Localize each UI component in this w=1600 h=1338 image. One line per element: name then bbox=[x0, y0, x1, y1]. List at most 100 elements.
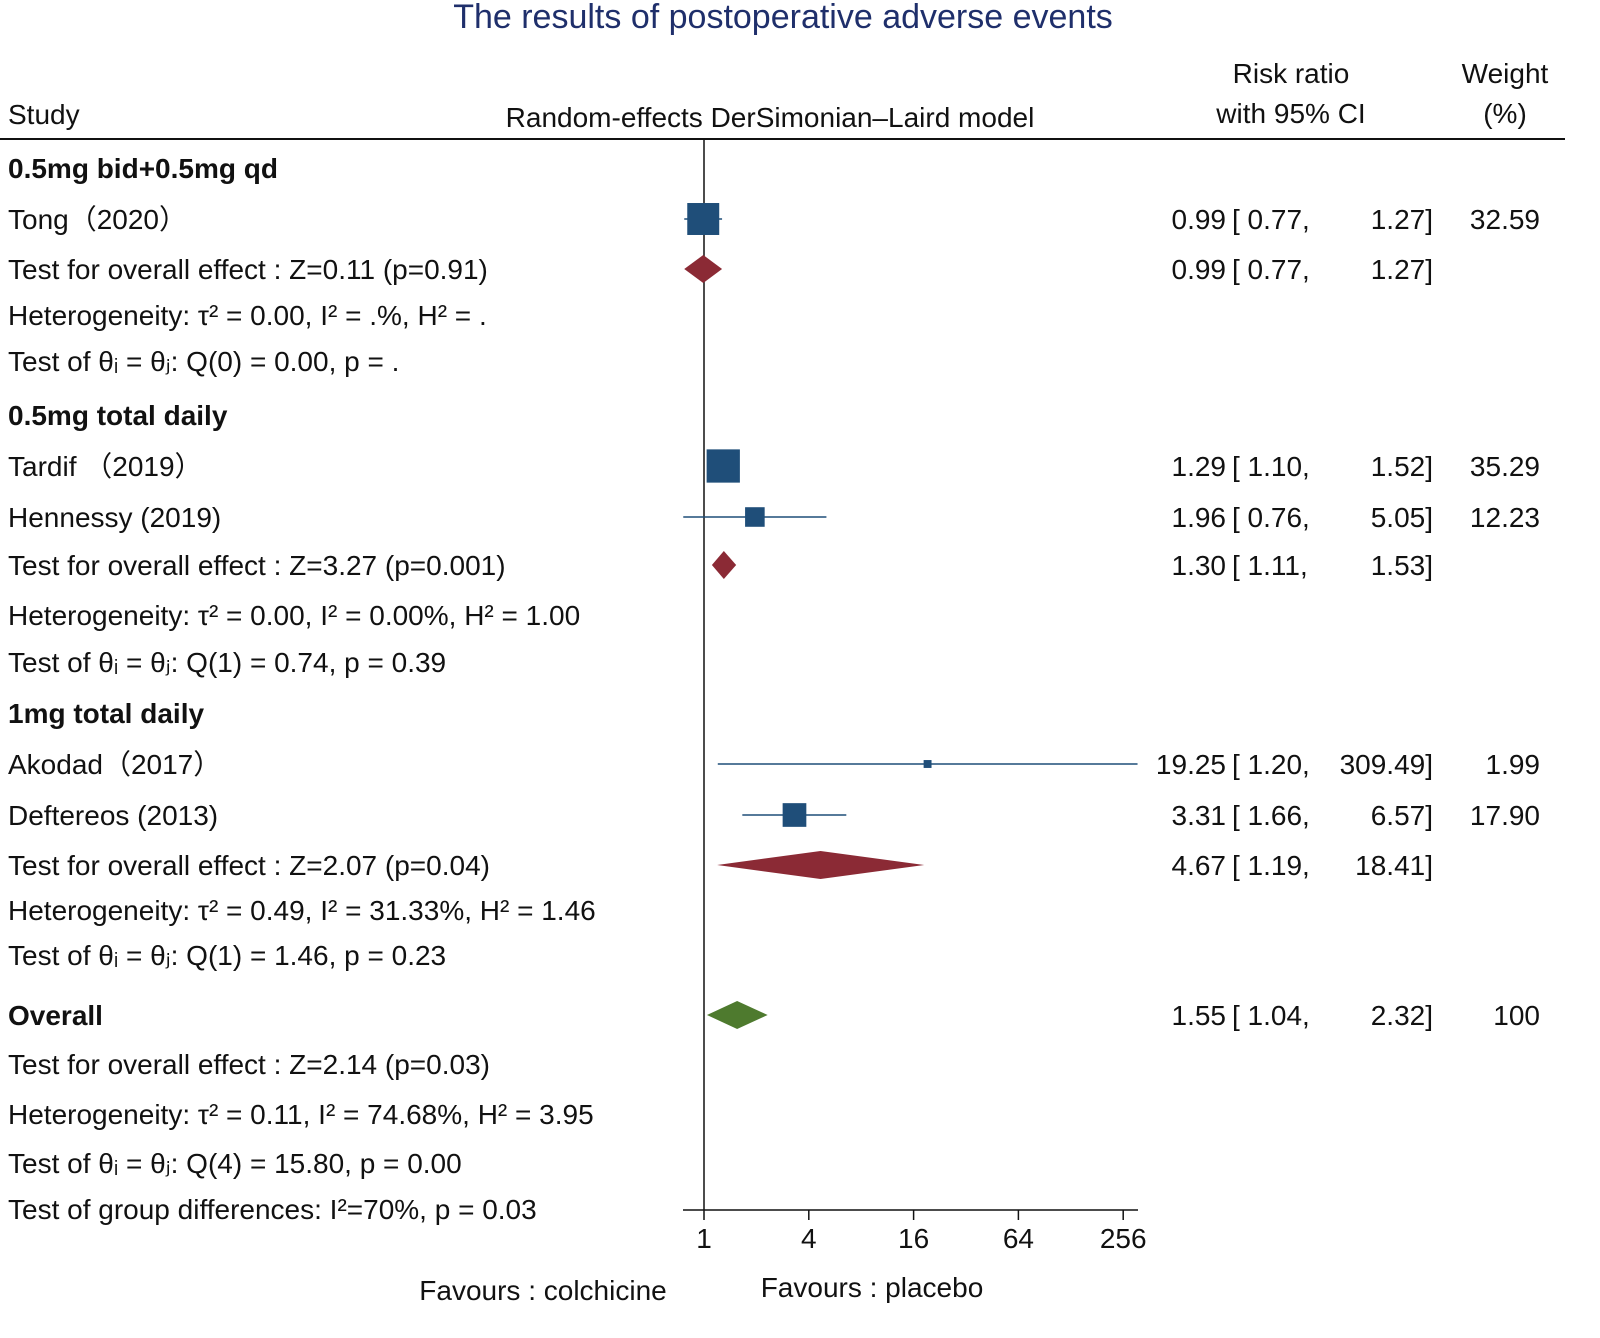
rr-estimate: 1.29 bbox=[1172, 451, 1227, 482]
ci-lower: [ 1.66, bbox=[1232, 800, 1310, 831]
effect-square bbox=[745, 507, 765, 527]
row-text: Test of θᵢ = θⱼ: Q(1) = 1.46, p = 0.23 bbox=[8, 940, 446, 971]
row-text: Heterogeneity: τ² = 0.00, I² = 0.00%, H²… bbox=[8, 600, 580, 631]
rr-estimate: 0.99 bbox=[1172, 204, 1227, 235]
row-study: Deftereos (2013) 3.31[ 1.66, 6.57] 17.90 bbox=[8, 800, 1540, 831]
row-text: Test of θᵢ = θⱼ: Q(4) = 15.80, p = 0.00 bbox=[8, 1148, 462, 1179]
effect-square bbox=[706, 449, 740, 483]
row-label: Heterogeneity: τ² = 0.00, I² = 0.00%, H²… bbox=[8, 600, 580, 631]
rr-estimate: 3.31 bbox=[1172, 800, 1227, 831]
row-text: Test for overall effect : Z=2.14 (p=0.03… bbox=[8, 1049, 490, 1080]
effect-square bbox=[782, 803, 807, 827]
row-group: 1mg total daily bbox=[8, 698, 204, 729]
x-tick-label: 1 bbox=[696, 1223, 712, 1254]
ci-upper: 5.05] bbox=[1371, 502, 1433, 533]
rr-estimate: 1.55 bbox=[1172, 1000, 1227, 1031]
row-group: 0.5mg total daily bbox=[8, 400, 228, 431]
row-label: Tardif （2019） bbox=[8, 451, 203, 482]
row-subtotal: Test for overall effect : Z=3.27 (p=0.00… bbox=[8, 550, 1433, 581]
weight: 32.59 bbox=[1470, 204, 1540, 235]
ci-upper: 1.52] bbox=[1371, 451, 1433, 482]
row-label: Test of θᵢ = θⱼ: Q(0) = 0.00, p = . bbox=[8, 346, 399, 377]
row-study: Hennessy (2019) 1.96[ 0.76, 5.05] 12.23 bbox=[8, 502, 1540, 533]
rr-estimate: 1.30 bbox=[1172, 550, 1227, 581]
pooled-diamond bbox=[717, 851, 925, 879]
x-tick-label: 4 bbox=[801, 1223, 817, 1254]
row-label: Tong（2020） bbox=[8, 204, 187, 235]
ci-upper: 1.27] bbox=[1371, 254, 1433, 285]
ci-lower: [ 1.11, bbox=[1232, 550, 1308, 581]
weight: 100 bbox=[1493, 1000, 1540, 1031]
ci-lower: [ 0.77, bbox=[1232, 204, 1310, 235]
row-label: Test of group differences: I²=70%, p = 0… bbox=[8, 1194, 537, 1225]
ci-lower: [ 0.76, bbox=[1232, 502, 1310, 533]
ci-lower: [ 1.04, bbox=[1232, 1000, 1310, 1031]
rr-estimate: 19.25 bbox=[1156, 749, 1226, 780]
ci-upper: 2.32] bbox=[1371, 1000, 1433, 1031]
row-label: Heterogeneity: τ² = 0.00, I² = .%, H² = … bbox=[8, 300, 487, 331]
weight: 35.29 bbox=[1470, 451, 1540, 482]
row-label: 0.5mg total daily bbox=[8, 400, 228, 431]
header-rr-2: with 95% CI bbox=[1215, 98, 1365, 129]
row-text: Test of θᵢ = θⱼ: Q(1) = 0.74, p = 0.39 bbox=[8, 647, 446, 678]
row-subtotal: Test for overall effect : Z=2.07 (p=0.04… bbox=[8, 850, 1433, 881]
header-model: Random-effects DerSimonian–Laird model bbox=[506, 102, 1035, 133]
x-tick-label: 16 bbox=[898, 1223, 929, 1254]
row-label: Akodad（2017） bbox=[8, 749, 221, 780]
row-label: Hennessy (2019) bbox=[8, 502, 221, 533]
header-rr-1: Risk ratio bbox=[1233, 58, 1350, 89]
weight: 17.90 bbox=[1470, 800, 1540, 831]
header-weight-2: (%) bbox=[1483, 98, 1527, 129]
header-study: Study bbox=[8, 99, 80, 130]
rr-estimate: 0.99 bbox=[1172, 254, 1227, 285]
row-label: Test for overall effect : Z=0.11 (p=0.91… bbox=[8, 254, 488, 285]
ci-upper: 309.49] bbox=[1340, 749, 1433, 780]
row-text: Heterogeneity: τ² = 0.49, I² = 31.33%, H… bbox=[8, 895, 596, 926]
row-label: Test of θᵢ = θⱼ: Q(1) = 0.74, p = 0.39 bbox=[8, 647, 446, 678]
ci-upper: 1.27] bbox=[1371, 204, 1433, 235]
favours-right-label: Favours : placebo bbox=[761, 1272, 984, 1303]
header-weight-1: Weight bbox=[1462, 58, 1549, 89]
ci-lower: [ 1.19, bbox=[1232, 850, 1310, 881]
row-label: 0.5mg bid+0.5mg qd bbox=[8, 153, 278, 184]
row-label: Overall bbox=[8, 1000, 103, 1031]
row-label: Heterogeneity: τ² = 0.49, I² = 31.33%, H… bbox=[8, 895, 596, 926]
row-label: Heterogeneity: τ² = 0.11, I² = 74.68%, H… bbox=[8, 1099, 594, 1130]
favours-left-label: Favours : colchicine bbox=[419, 1275, 666, 1306]
weight: 12.23 bbox=[1470, 502, 1540, 533]
row-group: 0.5mg bid+0.5mg qd bbox=[8, 153, 278, 184]
weight: 1.99 bbox=[1486, 749, 1541, 780]
ci-upper: 1.53] bbox=[1371, 550, 1433, 581]
row-text: Test of θᵢ = θⱼ: Q(0) = 0.00, p = . bbox=[8, 346, 399, 377]
ci-lower: [ 1.20, bbox=[1232, 749, 1310, 780]
effect-square bbox=[687, 203, 720, 235]
row-text: Test of group differences: I²=70%, p = 0… bbox=[8, 1194, 537, 1225]
row-study: Tardif （2019） 1.29[ 1.10, 1.52] 35.29 bbox=[8, 449, 1540, 483]
rr-estimate: 1.96 bbox=[1172, 502, 1227, 533]
chart-title: The results of postoperative adverse eve… bbox=[453, 0, 1113, 36]
row-study: Akodad（2017） 19.25[ 1.20, 309.49] 1.99 bbox=[8, 749, 1540, 780]
row-label: Deftereos (2013) bbox=[8, 800, 218, 831]
row-text: Heterogeneity: τ² = 0.00, I² = .%, H² = … bbox=[8, 300, 487, 331]
ci-upper: 18.41] bbox=[1355, 850, 1433, 881]
row-study: Tong（2020） 0.99[ 0.77, 1.27] 32.59 bbox=[8, 203, 1540, 235]
row-label: Test for overall effect : Z=3.27 (p=0.00… bbox=[8, 550, 506, 581]
ci-lower: [ 1.10, bbox=[1232, 451, 1310, 482]
row-label: 1mg total daily bbox=[8, 698, 204, 729]
ci-upper: 6.57] bbox=[1371, 800, 1433, 831]
row-label: Test for overall effect : Z=2.07 (p=0.04… bbox=[8, 850, 490, 881]
row-overall: Overall 1.55[ 1.04, 2.32] 100 bbox=[8, 1000, 1540, 1031]
row-label: Test of θᵢ = θⱼ: Q(1) = 1.46, p = 0.23 bbox=[8, 940, 446, 971]
row-subtotal: Test for overall effect : Z=0.11 (p=0.91… bbox=[8, 254, 1433, 285]
row-label: Test for overall effect : Z=2.14 (p=0.03… bbox=[8, 1049, 490, 1080]
row-label: Test of θᵢ = θⱼ: Q(4) = 15.80, p = 0.00 bbox=[8, 1148, 462, 1179]
x-tick-label: 64 bbox=[1003, 1223, 1034, 1254]
effect-square bbox=[923, 760, 932, 768]
rr-estimate: 4.67 bbox=[1172, 850, 1227, 881]
x-tick-label: 256 bbox=[1100, 1223, 1147, 1254]
row-text: Heterogeneity: τ² = 0.11, I² = 74.68%, H… bbox=[8, 1099, 594, 1130]
pooled-diamond bbox=[706, 1001, 768, 1029]
pooled-diamond bbox=[711, 551, 737, 579]
ci-lower: [ 0.77, bbox=[1232, 254, 1310, 285]
